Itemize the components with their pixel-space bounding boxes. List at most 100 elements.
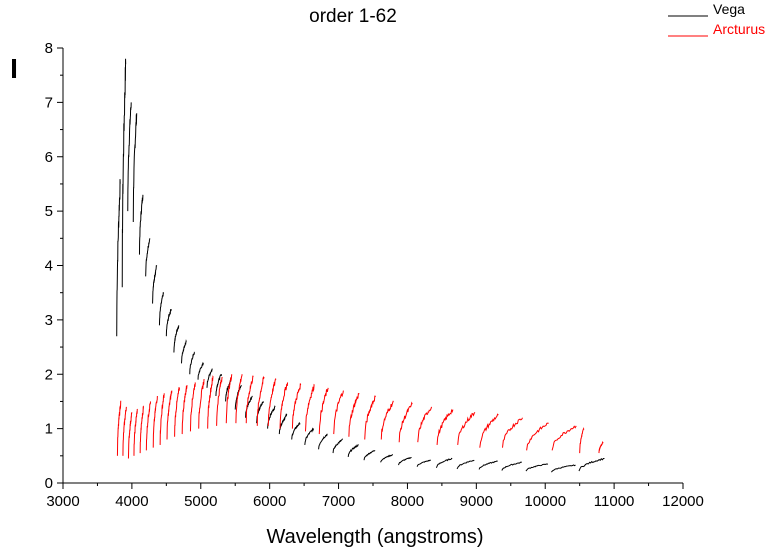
x-tick-label: 9000	[460, 493, 493, 510]
series-vega	[116, 58, 605, 473]
order-23-arcturus	[304, 383, 315, 432]
order-30-vega	[416, 459, 431, 467]
order-2-vega	[121, 58, 127, 288]
order-25-arcturus	[333, 390, 344, 435]
order-8-arcturus	[159, 393, 165, 445]
order-27-arcturus	[364, 395, 377, 440]
order-14-arcturus	[207, 375, 214, 429]
order-8-vega	[158, 292, 165, 326]
order-34-vega	[501, 461, 522, 471]
order-37-vega	[578, 457, 605, 472]
order-30-arcturus	[417, 406, 433, 443]
order-13-vega	[197, 361, 204, 380]
order-4-vega	[132, 113, 138, 223]
order-21-arcturus	[279, 382, 289, 429]
order-14-vega	[206, 368, 213, 388]
order-3-arcturus	[127, 412, 133, 459]
legend-label-vega: Vega	[713, 1, 745, 17]
x-tick-label: 4000	[115, 493, 148, 510]
order-31-arcturus	[436, 408, 454, 445]
order-3-vega	[127, 102, 132, 212]
order-10-arcturus	[174, 387, 180, 437]
order-28-arcturus	[380, 400, 394, 440]
order-15-vega	[215, 374, 222, 397]
x-tick-label: 3000	[46, 493, 79, 510]
chart-title: order 1-62	[309, 6, 397, 27]
order-10-vega	[173, 325, 180, 353]
axes: 3000 4000 5000 6000 7000 8000 9000 10000 11000 12…	[45, 40, 704, 510]
y-tick-label: 4	[45, 258, 53, 275]
y-tick-label: 7	[45, 94, 53, 111]
order-16-arcturus	[225, 374, 233, 424]
order-12-arcturus	[189, 382, 196, 432]
legend-label-arcturus: Arcturus	[713, 21, 765, 37]
order-2-arcturus	[122, 406, 127, 456]
order-32-arcturus	[457, 411, 476, 445]
order-9-arcturus	[166, 390, 173, 440]
order-11-arcturus	[181, 385, 188, 435]
order-7-arcturus	[152, 395, 158, 448]
order-18-arcturus	[245, 375, 254, 424]
order-27-vega	[363, 450, 376, 461]
y-tick-label: 3	[45, 312, 53, 329]
y-tick-label: 1	[45, 421, 53, 438]
order-5-arcturus	[139, 405, 145, 454]
order-24-vega	[318, 433, 328, 450]
order-20-arcturus	[267, 378, 277, 426]
x-axis-label: Wavelength (angstroms)	[266, 526, 483, 548]
order-25-vega	[332, 438, 344, 454]
order-7-vega	[152, 265, 158, 304]
order-24-arcturus	[318, 387, 329, 435]
order-29-vega	[398, 456, 412, 466]
order-36-vega	[551, 464, 576, 473]
x-tick-label: 8000	[391, 493, 424, 510]
order-19-arcturus	[256, 375, 265, 426]
order-17-arcturus	[235, 374, 243, 424]
order-26-arcturus	[348, 392, 360, 437]
order-34-arcturus	[502, 417, 523, 448]
order-6-arcturus	[145, 401, 151, 451]
order-1-vega	[116, 179, 121, 337]
order-33-arcturus	[479, 413, 499, 448]
order-33-vega	[478, 460, 498, 470]
order-22-arcturus	[291, 383, 302, 429]
legend: Vega Arcturus	[668, 1, 765, 37]
order-29-arcturus	[398, 401, 413, 443]
series-arcturus	[116, 374, 604, 459]
order-35-vega	[525, 463, 549, 472]
x-tick-label: 7000	[322, 493, 355, 510]
y-axis-label: I	[10, 53, 18, 84]
order-31-vega	[435, 457, 453, 468]
order-21-vega	[278, 413, 288, 435]
order-23-vega	[304, 427, 315, 446]
x-tick-label: 6000	[253, 493, 286, 510]
order-5-vega	[138, 194, 144, 255]
order-37-arcturus	[579, 426, 585, 454]
order-12-vega	[189, 351, 195, 375]
y-tick-label: 0	[45, 475, 53, 492]
order-32-vega	[456, 459, 475, 470]
x-tick-label: 11000	[594, 493, 635, 510]
order-26-vega	[347, 443, 359, 457]
x-tick-label: 12000	[662, 493, 704, 510]
y-tick-label: 5	[45, 203, 53, 220]
order-17-vega	[234, 384, 242, 410]
order-11-vega	[180, 339, 187, 364]
order-1-arcturus	[116, 400, 122, 456]
y-tick-label: 6	[45, 149, 53, 166]
y-tick-label: 2	[45, 366, 53, 383]
series-layer	[116, 58, 605, 473]
order-38-arcturus	[598, 440, 604, 454]
x-tick-label: 5000	[184, 493, 217, 510]
x-tick-label: 10000	[524, 493, 566, 510]
order-15-arcturus	[216, 376, 223, 426]
order-22-vega	[291, 421, 301, 440]
order-9-vega	[165, 308, 172, 337]
order-28-vega	[380, 454, 394, 463]
order-4-arcturus	[133, 408, 138, 456]
order-6-vega	[145, 238, 151, 277]
y-tick-label: 8	[45, 40, 53, 57]
order-36-arcturus	[551, 425, 577, 451]
order-35-arcturus	[526, 422, 549, 451]
